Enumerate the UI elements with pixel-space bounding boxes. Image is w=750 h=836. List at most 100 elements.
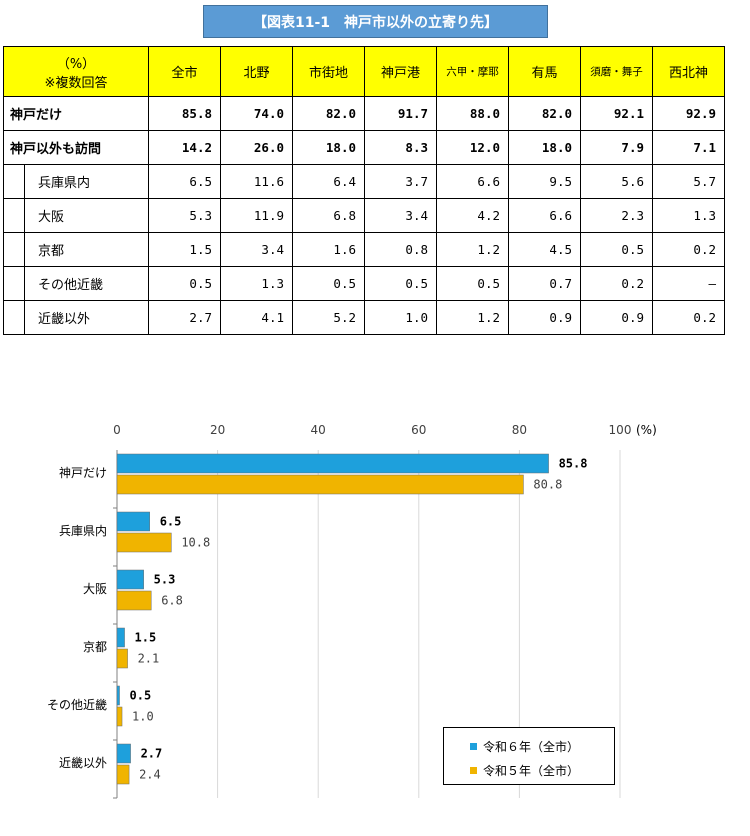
x-tick-label: 100 xyxy=(609,423,632,437)
column-header: 有馬 xyxy=(508,46,581,97)
table-row: 神戸以外も訪問 14.2 26.0 18.0 8.3 12.0 18.0 7.9 7.1 xyxy=(3,130,725,165)
table-header-row: （%） ※複数回答 全市 北野 市街地 神戸港 六甲・摩耶 有馬 須磨・舞子 西北神 xyxy=(3,46,725,97)
data-label: 1.0 xyxy=(132,710,154,724)
data-label: 1.5 xyxy=(135,631,157,645)
bar xyxy=(116,532,172,553)
table-cell: 2.7 xyxy=(148,300,221,335)
table-row: 京都 1.5 3.4 1.6 0.8 1.2 4.5 0.5 0.2 xyxy=(3,232,725,267)
indent-divider xyxy=(24,199,25,232)
table-cell: 0.2 xyxy=(652,300,725,335)
table-cell: 9.5 xyxy=(508,164,581,199)
table-cell: 6.6 xyxy=(436,164,509,199)
table-cell: 0.5 xyxy=(148,266,221,301)
column-header: 市街地 xyxy=(292,46,365,97)
table-row: 大阪 5.3 11.9 6.8 3.4 4.2 6.6 2.3 1.3 xyxy=(3,198,725,233)
x-tick-label: 40 xyxy=(311,423,326,437)
data-label: 85.8 xyxy=(559,457,588,471)
table-cell: 3.7 xyxy=(364,164,437,199)
category-label: 兵庫県内 xyxy=(59,524,107,538)
table-row: 近畿以外 2.7 4.1 5.2 1.0 1.2 0.9 0.9 0.2 xyxy=(3,300,725,335)
row-label-text: 大阪 xyxy=(38,210,65,225)
data-table: （%） ※複数回答 全市 北野 市街地 神戸港 六甲・摩耶 有馬 須磨・舞子 西北神 神戸だけ… xyxy=(3,46,725,335)
column-header: 西北神 xyxy=(652,46,725,97)
indent-divider xyxy=(24,267,25,300)
category-label: 大阪 xyxy=(83,582,107,596)
category-label: 京都 xyxy=(83,640,107,654)
row-label: 大阪 xyxy=(3,198,149,233)
table-cell: 1.6 xyxy=(292,232,365,267)
column-header: 北野 xyxy=(220,46,293,97)
table-cell: 7.9 xyxy=(580,130,653,165)
data-label: 2.7 xyxy=(141,747,163,761)
row-label: 京都 xyxy=(3,232,149,267)
table-cell: 1.3 xyxy=(220,266,293,301)
row-label: 神戸だけ xyxy=(3,96,149,131)
column-header: 六甲・摩耶 xyxy=(436,46,509,97)
row-label-text: 近畿以外 xyxy=(38,312,91,327)
legend-item-2024: 令和６年（全市） xyxy=(470,738,579,755)
bar xyxy=(116,685,120,706)
category-label: その他近畿 xyxy=(47,698,107,712)
bar xyxy=(116,511,150,532)
data-label: 6.5 xyxy=(160,515,182,529)
x-tick-label: 80 xyxy=(512,423,527,437)
data-label: 10.8 xyxy=(181,536,210,550)
table-cell: — xyxy=(652,266,725,301)
bar xyxy=(116,743,131,764)
table-cell: 1.5 xyxy=(148,232,221,267)
column-header: 神戸港 xyxy=(364,46,437,97)
table-cell: 85.8 xyxy=(148,96,221,131)
table-cell: 82.0 xyxy=(292,96,365,131)
table-cell: 0.2 xyxy=(580,266,653,301)
legend-item-2023: 令和５年（全市） xyxy=(470,762,579,779)
table-cell: 6.6 xyxy=(508,198,581,233)
table-cell: 26.0 xyxy=(220,130,293,165)
bar xyxy=(116,764,130,785)
table-cell: 4.1 xyxy=(220,300,293,335)
table-cell: 11.6 xyxy=(220,164,293,199)
table-cell: 0.5 xyxy=(436,266,509,301)
row-label: 近畿以外 xyxy=(3,300,149,335)
bar xyxy=(116,453,549,474)
data-label: 2.1 xyxy=(138,652,160,666)
legend-swatch-2024 xyxy=(470,743,477,750)
table-cell: 18.0 xyxy=(292,130,365,165)
table-row: 神戸だけ 85.8 74.0 82.0 91.7 88.0 82.0 92.1 92.9 xyxy=(3,96,725,131)
x-tick-label: 20 xyxy=(210,423,225,437)
x-tick-label: 60 xyxy=(411,423,426,437)
x-tick-label: 0 xyxy=(113,423,121,437)
table-cell: 8.3 xyxy=(364,130,437,165)
table-cell: 5.3 xyxy=(148,198,221,233)
x-unit-label: (%) xyxy=(636,423,657,437)
table-cell: 11.9 xyxy=(220,198,293,233)
table-cell: 74.0 xyxy=(220,96,293,131)
table-cell: 0.7 xyxy=(508,266,581,301)
unit-label: （%） xyxy=(56,56,96,72)
indent-divider xyxy=(24,301,25,334)
table-cell: 1.2 xyxy=(436,300,509,335)
table-cell: 0.9 xyxy=(508,300,581,335)
table-cell: 92.9 xyxy=(652,96,725,131)
column-header: 全市 xyxy=(148,46,221,97)
bar-chart: 0 20 40 60 80 100 (%) 神戸だけ 85.8 80.8 兵庫県内 6.5 10.8 大阪… xyxy=(47,423,657,799)
table-cell: 5.7 xyxy=(652,164,725,199)
table-cell: 6.4 xyxy=(292,164,365,199)
bar xyxy=(116,569,144,590)
category-label: 近畿以外 xyxy=(59,756,107,770)
table-cell: 0.8 xyxy=(364,232,437,267)
table-cell: 14.2 xyxy=(148,130,221,165)
table-cell: 18.0 xyxy=(508,130,581,165)
table-cell: 2.3 xyxy=(580,198,653,233)
category-label: 神戸だけ xyxy=(59,466,107,480)
bar xyxy=(116,627,125,648)
data-label: 6.8 xyxy=(161,594,183,608)
table-cell: 1.2 xyxy=(436,232,509,267)
table-cell: 0.5 xyxy=(580,232,653,267)
indent-divider xyxy=(24,233,25,266)
table-cell: 1.0 xyxy=(364,300,437,335)
table-cell: 0.2 xyxy=(652,232,725,267)
table-cell: 1.3 xyxy=(652,198,725,233)
table-cell: 12.0 xyxy=(436,130,509,165)
table-corner-cell: （%） ※複数回答 xyxy=(3,46,149,97)
bar xyxy=(116,474,524,495)
